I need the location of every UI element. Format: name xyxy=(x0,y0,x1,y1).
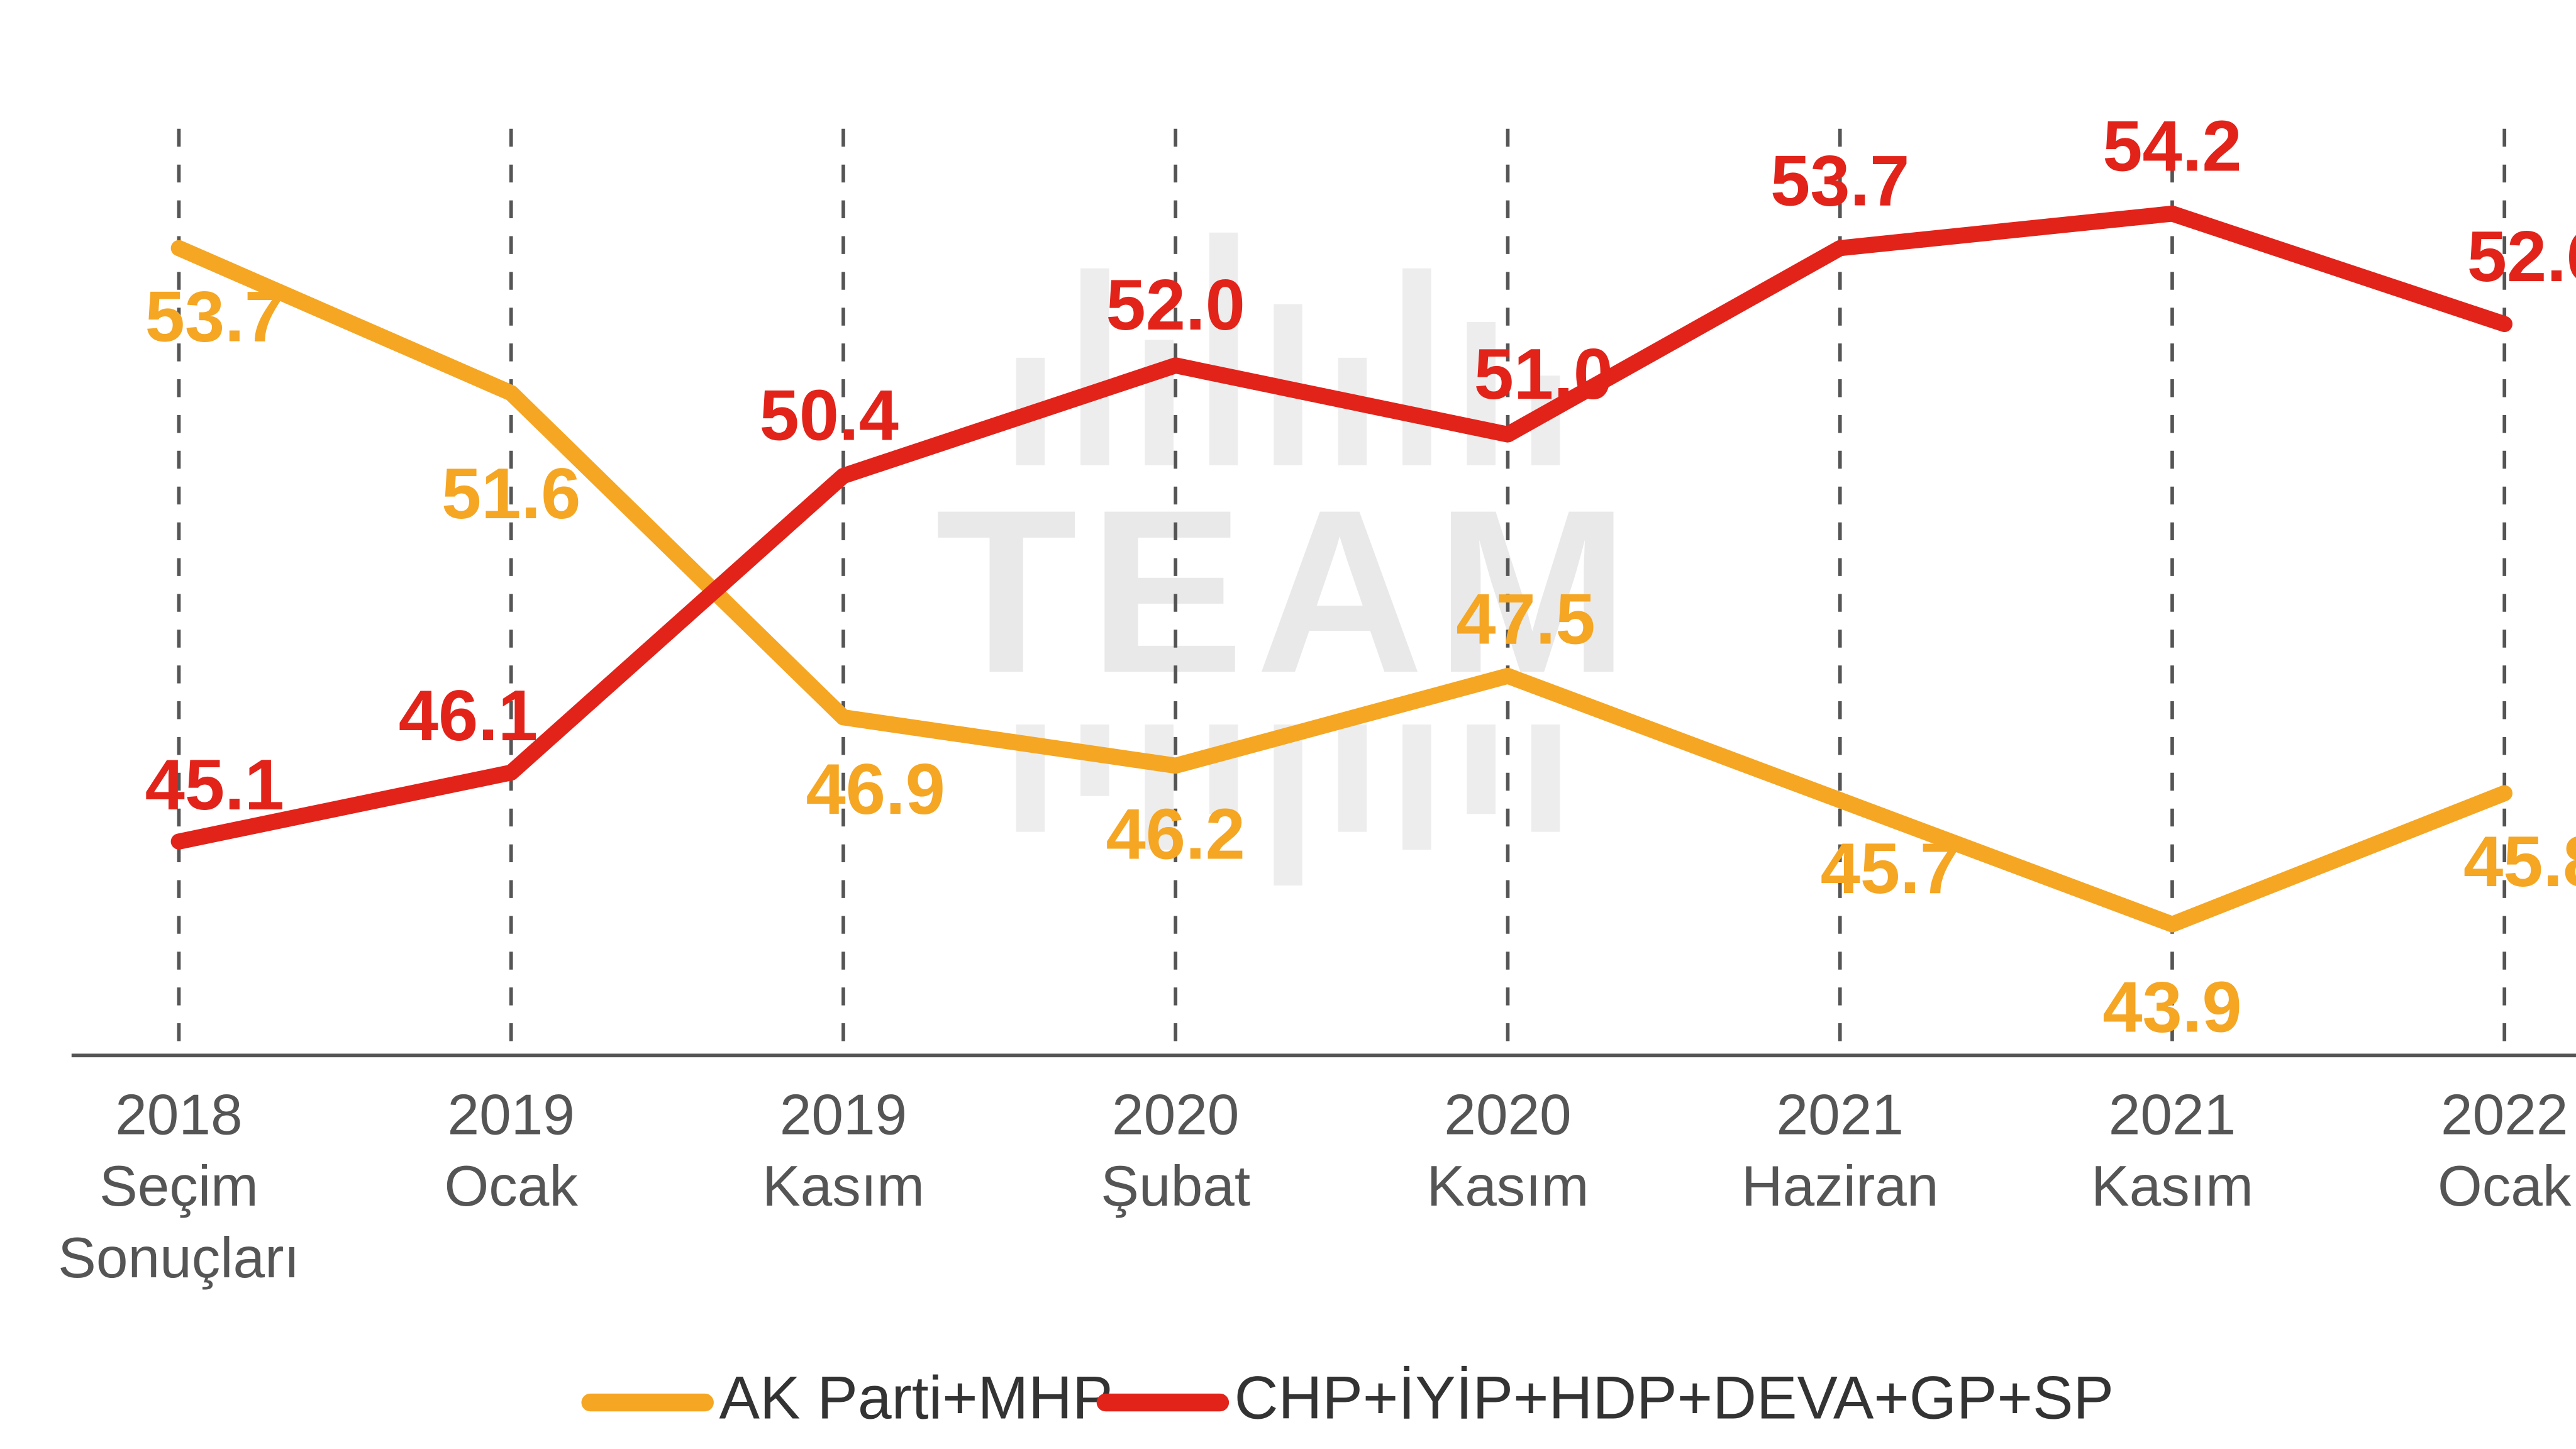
value-label-chp_block: 54.2 xyxy=(2102,106,2241,186)
value-label-chp_block: 52.0 xyxy=(1106,265,1245,345)
value-label-akp_mhp: 46.2 xyxy=(1106,794,1245,874)
value-label-akp_mhp: 51.6 xyxy=(441,454,580,534)
value-label-akp_mhp: 43.9 xyxy=(2102,967,2241,1047)
value-label-chp_block: 53.7 xyxy=(1770,141,1909,221)
poll-line-chart: TEAM53.751.646.946.247.545.743.945.845.1… xyxy=(0,0,2576,1449)
value-label-chp_block: 46.1 xyxy=(399,676,538,756)
value-label-akp_mhp: 45.7 xyxy=(1821,829,1960,909)
legend-label-chp_block: CHP+İYİP+HDP+DEVA+GP+SP xyxy=(1235,1364,2114,1432)
legend-label-akp_mhp: AK Parti+MHP xyxy=(719,1364,1113,1432)
value-label-chp_block: 52.6 xyxy=(2467,217,2576,297)
value-label-akp_mhp: 46.9 xyxy=(806,750,945,830)
value-label-akp_mhp: 53.7 xyxy=(145,277,284,357)
value-label-akp_mhp: 45.8 xyxy=(2463,822,2576,902)
value-label-akp_mhp: 47.5 xyxy=(1456,580,1595,660)
chart-svg: TEAM53.751.646.946.247.545.743.945.845.1… xyxy=(0,0,2576,1449)
value-label-chp_block: 50.4 xyxy=(759,376,898,456)
value-label-chp_block: 45.1 xyxy=(145,745,284,825)
value-label-chp_block: 51.0 xyxy=(1474,335,1613,414)
